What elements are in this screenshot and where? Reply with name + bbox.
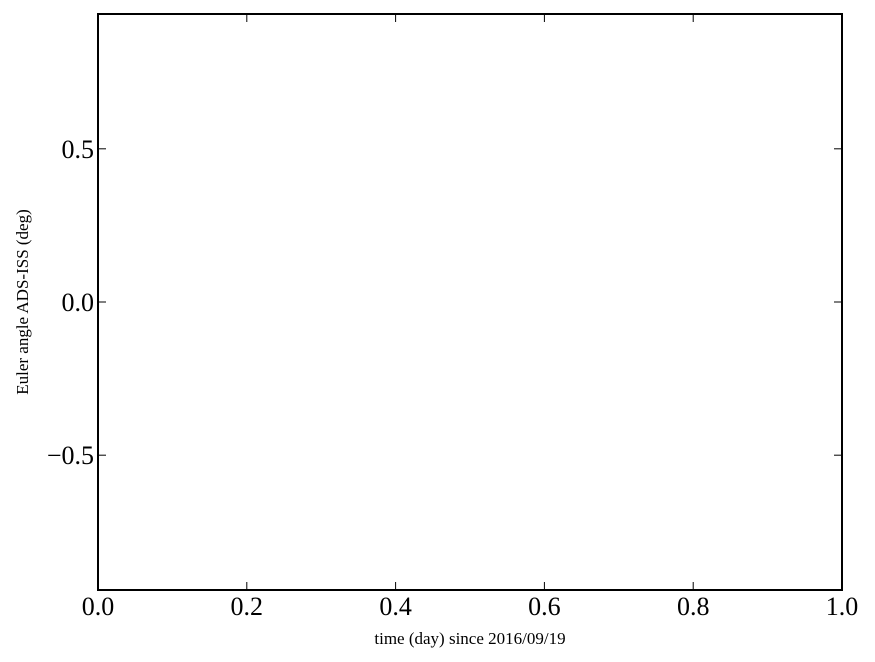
x-tick-label: 0.2	[231, 592, 264, 621]
x-tick-label: 1.0	[826, 592, 859, 621]
x-tick-label: 0.6	[528, 592, 561, 621]
x-tick-label: 0.8	[677, 592, 710, 621]
y-tick-label: 0.0	[62, 288, 95, 317]
y-tick-label: −0.5	[47, 441, 94, 470]
y-tick-label: 0.5	[62, 135, 95, 164]
x-tick-label: 0.4	[379, 592, 412, 621]
x-axis-label: time (day) since 2016/09/19	[374, 629, 565, 648]
x-tick-label: 0.0	[82, 592, 115, 621]
plot-area	[97, 13, 843, 591]
y-axis-label: Euler angle ADS-ISS (deg)	[13, 209, 32, 395]
